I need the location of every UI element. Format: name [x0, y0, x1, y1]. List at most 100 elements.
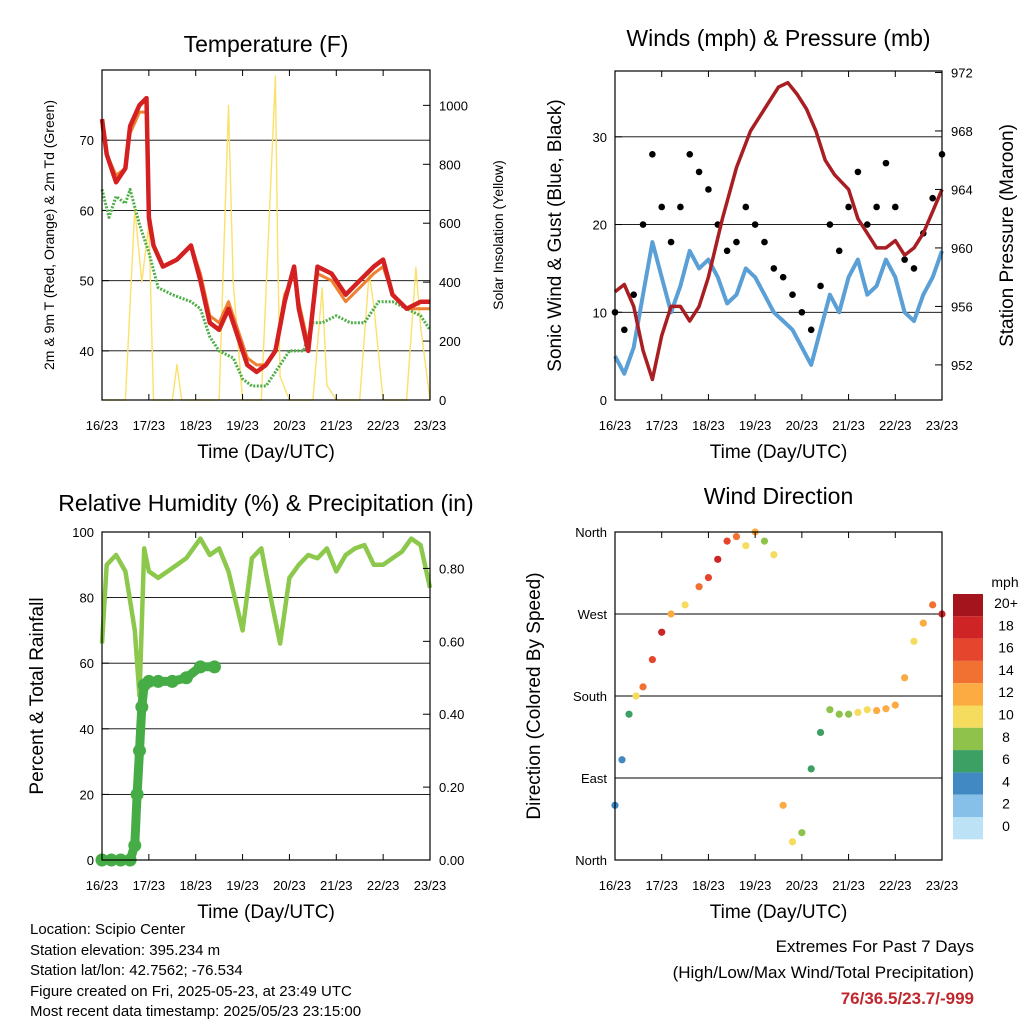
legend-swatch	[953, 727, 983, 751]
winds-x-tick-label: 17/23	[645, 418, 678, 433]
gust-point	[705, 186, 712, 193]
direction-point	[844, 710, 853, 718]
gust-point	[630, 291, 637, 299]
legend-swatch	[953, 616, 983, 639]
direction-point	[910, 637, 918, 645]
temperature-plot-frame	[101, 69, 431, 401]
station-elevation: Station elevation: 395.234 m	[30, 941, 221, 959]
speed-legend: mph 20+ 18 16 14 12 10 8 6 4 2 0	[953, 574, 1019, 840]
direction-point	[919, 619, 927, 627]
temperature-x-tick-label: 20/23	[273, 418, 306, 433]
temperature-x-tick-label: 16/23	[86, 418, 119, 433]
direction-point	[770, 551, 778, 559]
direction-y-tick-label: South	[573, 689, 607, 704]
gust-point	[770, 265, 778, 272]
temperature-y-tick-label: 70	[80, 133, 94, 148]
recent-timestamp: Most recent data timestamp: 2025/05/23 2…	[30, 1003, 362, 1020]
extremes-title: Extremes For Past 7 Days	[775, 937, 974, 956]
legend-label: 12	[998, 684, 1014, 700]
direction-point	[667, 610, 675, 618]
winds-x-tick-label: 23/23	[926, 418, 959, 433]
direction-point	[891, 701, 899, 709]
legend-label: 16	[998, 640, 1014, 656]
winds-y-tick-label: 0	[600, 393, 607, 408]
direction-point	[882, 705, 890, 713]
gust-point	[789, 291, 796, 299]
winds-y2-tick-label: 960	[951, 241, 973, 256]
gust-point	[835, 247, 843, 255]
direction-points	[611, 528, 946, 846]
series-gust-points	[611, 151, 946, 334]
rh-precip-chart: 0 20 40 60 80 100 0.00 0.20 0.40 0.60 0.80 Relative…	[27, 490, 474, 923]
gust-point	[901, 256, 908, 263]
direction-y-axis-label: Direction (Colored By Speed)	[524, 572, 545, 819]
winds-y-tick-label: 10	[593, 305, 607, 320]
winds-x-tick-label: 20/23	[786, 418, 819, 433]
winds-y2-tick-label: 952	[951, 358, 973, 373]
gust-point	[677, 203, 684, 211]
temperature-y2-axis-label: Solar Insolation (Yellow)	[490, 160, 506, 310]
direction-point	[807, 765, 815, 773]
winds-y-axis-label: Sonic Wind & Gust (Blue, Black)	[545, 99, 566, 371]
temperature-x-tick-label: 23/23	[414, 418, 447, 433]
legend-swatch	[953, 794, 983, 817]
winds-y-tick-label: 30	[593, 130, 607, 145]
winds-y2-tick-label: 964	[951, 182, 973, 197]
gust-point	[621, 326, 628, 334]
winds-y2-tick-label: 956	[951, 299, 973, 314]
rh-y-tick-label: 0	[87, 853, 94, 868]
rh-y-tick-label: 80	[80, 591, 94, 606]
direction-point	[742, 542, 750, 550]
winds-y2-tick-label: 972	[951, 65, 973, 80]
direction-x-tick-label: 22/23	[879, 878, 912, 893]
rh-y-tick-label: 60	[80, 656, 94, 671]
gust-point	[779, 273, 787, 281]
legend-swatch	[953, 705, 983, 728]
temperature-y2-tick-label: 0	[439, 393, 446, 408]
gust-point	[723, 247, 731, 255]
direction-y-tick-label: West	[578, 607, 608, 622]
direction-title: Wind Direction	[704, 483, 854, 509]
rh-y2-tick-label: 0.80	[439, 561, 464, 576]
winds-plot-frame	[614, 70, 943, 401]
rh-title: Relative Humidity (%) & Precipitation (i…	[58, 490, 473, 516]
gust-point	[742, 203, 750, 211]
winds-x-axis-label: Time (Day/UTC)	[710, 442, 848, 463]
direction-point	[648, 655, 656, 664]
gust-point	[695, 168, 703, 176]
temperature-y-tick-label: 60	[80, 203, 94, 218]
legend-swatch	[953, 638, 983, 661]
rh-x-tick-label: 20/23	[273, 878, 306, 893]
direction-point	[681, 601, 689, 609]
gust-point	[826, 221, 834, 228]
temperature-x-tick-label: 19/23	[226, 418, 259, 433]
gust-point	[658, 203, 666, 211]
direction-point	[695, 583, 703, 591]
direction-point	[798, 829, 806, 837]
series-2m-td-line	[100, 187, 432, 388]
legend-swatch	[953, 594, 983, 617]
figure-created: Figure created on Fri, 2025-05-23, at 23…	[30, 982, 352, 1000]
gust-point	[845, 203, 852, 211]
direction-y-tick-label: North	[575, 853, 607, 868]
legend-label: 4	[1002, 773, 1010, 789]
legend-label: 6	[1002, 751, 1010, 767]
legend-label: 14	[998, 662, 1014, 678]
temperature-x-tick-label: 17/23	[133, 418, 166, 433]
winds-x-tick-label: 16/23	[599, 418, 632, 433]
temperature-x-axis-label: Time (Day/UTC)	[197, 442, 335, 463]
extremes-subtitle: (High/Low/Max Wind/Total Precipitation)	[672, 963, 974, 982]
winds-pressure-chart: 0 10 20 30 952 956 960 964 968 972 Winds (mph) & P…	[545, 25, 1018, 463]
legend-swatch	[953, 660, 983, 684]
gust-point	[891, 203, 899, 211]
direction-point	[760, 537, 769, 545]
rh-y-tick-label: 40	[80, 722, 94, 737]
winds-y2-tick-label: 968	[951, 124, 973, 139]
legend-swatch	[953, 750, 983, 773]
series-total-rainfall-line	[102, 662, 215, 865]
direction-x-tick-label: 18/23	[692, 878, 725, 893]
legend-label: 2	[1002, 796, 1010, 812]
temperature-y2-tick-label: 1000	[439, 98, 468, 113]
gust-point	[798, 308, 806, 316]
